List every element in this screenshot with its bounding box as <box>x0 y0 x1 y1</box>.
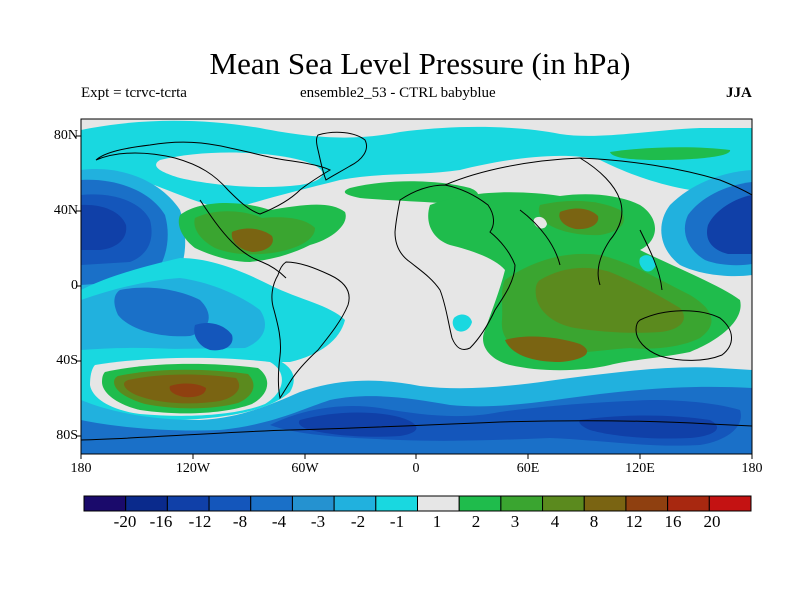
colorbar-swatch <box>500 495 544 512</box>
lon-label-60e: 60E <box>516 461 540 476</box>
coast-africa-europe <box>394 184 516 351</box>
colorbar-swatch <box>125 495 168 512</box>
coast-south-america <box>271 261 350 400</box>
colorbar-label: -16 <box>149 512 173 531</box>
colorbar-swatch <box>333 495 377 512</box>
colorbar-swatch <box>291 495 335 512</box>
lat-label-80s: 80S <box>56 428 78 443</box>
tropical-pacific-deep <box>194 323 233 351</box>
colorbar-label: 4 <box>550 512 560 531</box>
lon-label-60w: 60W <box>291 461 319 476</box>
colorbar-swatch <box>667 495 710 512</box>
atlantic-green-band <box>344 181 479 204</box>
colorbar-label: -2 <box>350 512 366 531</box>
colorbar-label: -20 <box>113 512 137 531</box>
arctic-cyan-band <box>81 120 752 210</box>
experiment-label: Expt = tcrvc-tcrta <box>81 85 187 101</box>
colorbar-swatch <box>542 495 585 512</box>
map-title: Mean Sea Level Pressure (in hPa) <box>209 46 631 81</box>
colorbar-swatch <box>250 495 293 512</box>
africa-cyan-patch <box>452 314 472 332</box>
lon-ticks <box>80 454 753 459</box>
colorbar-swatch <box>583 495 627 512</box>
lat-label-80n: 80N <box>53 128 78 143</box>
indian-ocean-brown <box>559 208 599 230</box>
lat-label-40s: 40S <box>56 353 78 368</box>
colorbar-swatch <box>208 495 252 512</box>
lon-label-120e: 120E <box>625 461 655 476</box>
north-pacific-east-core <box>706 195 752 254</box>
ensemble-label: ensemble2_53 - CTRL babyblue <box>300 85 496 101</box>
southern-ocean-core <box>298 412 417 437</box>
lon-label-120w: 120W <box>175 461 211 476</box>
pressure-field <box>81 119 752 454</box>
colorbar-swatch <box>375 495 418 512</box>
lon-label-180w: 180 <box>70 461 92 476</box>
coast-eurasia <box>444 157 752 291</box>
arctic-pale-patch <box>156 152 323 188</box>
colorbar-swatch <box>166 495 210 512</box>
colorbar-label: 20 <box>703 512 721 531</box>
season-label: JJA <box>726 85 752 101</box>
tropical-pacific-blue <box>114 287 209 337</box>
coastlines <box>81 131 752 441</box>
colorbar-label: -12 <box>188 512 212 531</box>
lon-label-180e: 180 <box>741 461 763 476</box>
arctic-green-patch <box>610 147 731 160</box>
colorbar-label: -1 <box>389 512 405 531</box>
colorbar-label: -4 <box>271 512 287 531</box>
south-pacific-core <box>169 383 206 398</box>
colorbar-label: 16 <box>664 512 682 531</box>
colorbar-swatch <box>708 495 752 512</box>
colorbar-label: 3 <box>510 512 520 531</box>
coast-north-america <box>95 141 332 279</box>
colorbar-swatch <box>417 495 460 512</box>
colorbar-swatch <box>458 495 502 512</box>
lat-label-40n: 40N <box>53 203 78 218</box>
colorbar-label: 2 <box>471 512 481 531</box>
lon-label-0: 0 <box>412 461 420 476</box>
colorbar-swatch <box>625 495 669 512</box>
colorbar-label: -8 <box>232 512 248 531</box>
colorbar-swatch <box>83 495 127 512</box>
south-indian-brown <box>505 336 588 362</box>
colorbar <box>83 495 752 512</box>
lat-ticks <box>76 135 81 437</box>
coast-australia <box>635 310 732 361</box>
americas-brown <box>231 228 273 252</box>
lat-label-0: 0 <box>71 278 78 293</box>
coast-antarctica <box>81 420 752 441</box>
philippines-cyan <box>639 255 656 272</box>
coast-greenland <box>316 131 367 181</box>
colorbar-label: -3 <box>310 512 326 531</box>
colorbar-label: 8 <box>589 512 599 531</box>
colorbar-label: 12 <box>625 512 643 531</box>
colorbar-label: 1 <box>432 512 442 531</box>
north-pacific-west-core <box>81 204 127 250</box>
